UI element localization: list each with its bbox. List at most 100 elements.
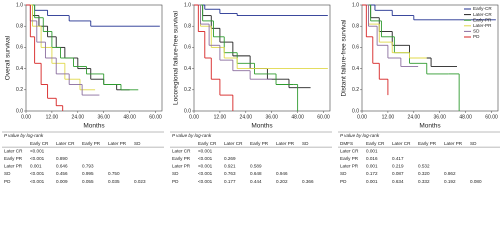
x-tick-label: 48.00 bbox=[123, 114, 136, 120]
survival-curve bbox=[194, 4, 299, 112]
table-cell: <0.001 bbox=[198, 148, 213, 153]
survival-curve bbox=[362, 4, 389, 96]
table-cell: 0.456 bbox=[56, 171, 68, 176]
y-tick-label: 0.6 bbox=[16, 45, 23, 51]
plot-frame bbox=[361, 4, 499, 112]
row-label: Early PR bbox=[340, 156, 359, 161]
y-tick-label: 0.2 bbox=[16, 87, 23, 93]
row-label: Later CR bbox=[4, 148, 23, 153]
survival-curve bbox=[26, 4, 139, 91]
table-cell: 0.750 bbox=[108, 171, 120, 176]
table-cell: 0.862 bbox=[444, 171, 456, 176]
table-cell: <0.001 bbox=[198, 171, 213, 176]
survival-curve bbox=[362, 4, 419, 67]
table-cell: 0.946 bbox=[276, 171, 288, 176]
plot-frame bbox=[25, 4, 163, 112]
row-label: Later CR bbox=[340, 148, 359, 153]
x-axis-label: Months bbox=[251, 123, 273, 130]
x-axis-label: Months bbox=[419, 123, 441, 130]
table-cell: 0.532 bbox=[418, 164, 430, 169]
x-tick-label: 0.00 bbox=[189, 114, 199, 120]
legend-label: Later-CR bbox=[473, 12, 492, 17]
row-label: PD bbox=[172, 179, 179, 184]
table-cell: 0.995 bbox=[82, 171, 94, 176]
table-cell: 0.634 bbox=[392, 179, 404, 184]
y-tick-label: 0.2 bbox=[184, 87, 191, 93]
y-axis-label: Locoregional failure-free survival bbox=[173, 10, 180, 104]
x-tick-label: 0.00 bbox=[21, 114, 31, 120]
table-cell: 0.269 bbox=[224, 156, 236, 161]
table-cell: <0.001 bbox=[30, 171, 45, 176]
table-header: Early CR bbox=[366, 141, 385, 146]
y-axis-label: Distant failure-free survival bbox=[341, 19, 348, 96]
y-tick-label: 0.4 bbox=[184, 66, 191, 72]
table-cell: 0.001 bbox=[366, 148, 378, 153]
table-title: P value by log-rank bbox=[172, 133, 212, 138]
table-cell: <0.001 bbox=[30, 179, 45, 184]
y-tick-label: 0.0 bbox=[352, 108, 359, 114]
row-label: Later PR bbox=[340, 164, 359, 169]
y-tick-label: 0.2 bbox=[352, 87, 359, 93]
row-label: Early PR bbox=[4, 156, 23, 161]
table-cell: 0.177 bbox=[224, 179, 236, 184]
x-tick-label: 12.00 bbox=[214, 114, 227, 120]
table-cell: 0.444 bbox=[250, 179, 262, 184]
survival-curve bbox=[194, 4, 234, 112]
survival-curve bbox=[194, 4, 328, 17]
table-cell: <0.001 bbox=[198, 164, 213, 169]
table-header: Early PR bbox=[250, 141, 269, 146]
table-cell: 0.192 bbox=[444, 179, 456, 184]
table-header: Early PR bbox=[82, 141, 101, 146]
legend-label: Early-CR bbox=[473, 6, 492, 11]
x-tick-label: 0.00 bbox=[357, 114, 367, 120]
table-cell: 0.332 bbox=[418, 179, 430, 184]
table-cell: 0.087 bbox=[392, 171, 404, 176]
figure: 0.0 0.2 0.4 0.6 0.8 1.0 0.00 12.00 24.00 36.00 48.… bbox=[2, 2, 500, 184]
table-cell: 0.589 bbox=[250, 164, 262, 169]
row-label: PD bbox=[4, 179, 11, 184]
x-axis-label: Months bbox=[83, 123, 105, 130]
table-cell: 0.009 bbox=[56, 179, 68, 184]
y-tick-label: 0.6 bbox=[352, 45, 359, 51]
y-tick-label: 0.4 bbox=[352, 66, 359, 72]
table-header: Later PR bbox=[444, 141, 463, 146]
table-cell: 0.001 bbox=[366, 164, 378, 169]
table-cell: 0.016 bbox=[366, 156, 378, 161]
table-title: P value by log-rank bbox=[4, 133, 44, 138]
row-label: PD bbox=[340, 179, 347, 184]
y-tick-label: 0.4 bbox=[16, 66, 23, 72]
table-header: Later CR bbox=[224, 141, 243, 146]
table-header: Later PR bbox=[276, 141, 295, 146]
table-cell: 0.035 bbox=[108, 179, 120, 184]
x-tick-label: 12.00 bbox=[382, 114, 395, 120]
table-header: Early PR bbox=[418, 141, 437, 146]
y-tick-label: 1.0 bbox=[184, 2, 191, 8]
x-tick-label: 60.00 bbox=[485, 114, 498, 120]
table-header: Early CR bbox=[198, 141, 217, 146]
legend-label: Later-PR bbox=[473, 23, 492, 28]
legend-label: SD bbox=[473, 29, 480, 34]
x-tick-label: 24.00 bbox=[240, 114, 253, 120]
x-tick-label: 36.00 bbox=[433, 114, 446, 120]
table-cell: 0.646 bbox=[56, 164, 68, 169]
table-cell: 0.921 bbox=[224, 164, 236, 169]
table-cell: 0.055 bbox=[82, 179, 94, 184]
row-label: Later PR bbox=[172, 164, 191, 169]
y-tick-label: 0.8 bbox=[16, 24, 23, 30]
y-tick-label: 0.6 bbox=[184, 45, 191, 51]
row-label: Later CR bbox=[172, 148, 191, 153]
survival-curve bbox=[26, 4, 160, 27]
row-label: Later PR bbox=[4, 164, 23, 169]
survival-curve bbox=[362, 4, 496, 21]
y-tick-label: 1.0 bbox=[352, 2, 359, 8]
x-tick-label: 24.00 bbox=[72, 114, 85, 120]
survival-curve bbox=[26, 4, 64, 112]
table-cell: 0.219 bbox=[392, 164, 404, 169]
legend-label: Early-PR bbox=[473, 17, 492, 22]
row-label: SD bbox=[172, 171, 179, 176]
table-cell: 0.417 bbox=[392, 156, 404, 161]
y-tick-label: 1.0 bbox=[16, 2, 23, 8]
table-cell: 0.202 bbox=[276, 179, 288, 184]
y-tick-label: 0.0 bbox=[184, 108, 191, 114]
x-tick-label: 48.00 bbox=[459, 114, 472, 120]
